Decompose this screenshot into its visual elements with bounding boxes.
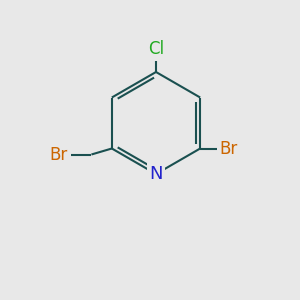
Text: Cl: Cl bbox=[148, 40, 164, 58]
Text: N: N bbox=[149, 165, 163, 183]
Text: Br: Br bbox=[50, 146, 68, 164]
Text: Br: Br bbox=[220, 140, 238, 158]
